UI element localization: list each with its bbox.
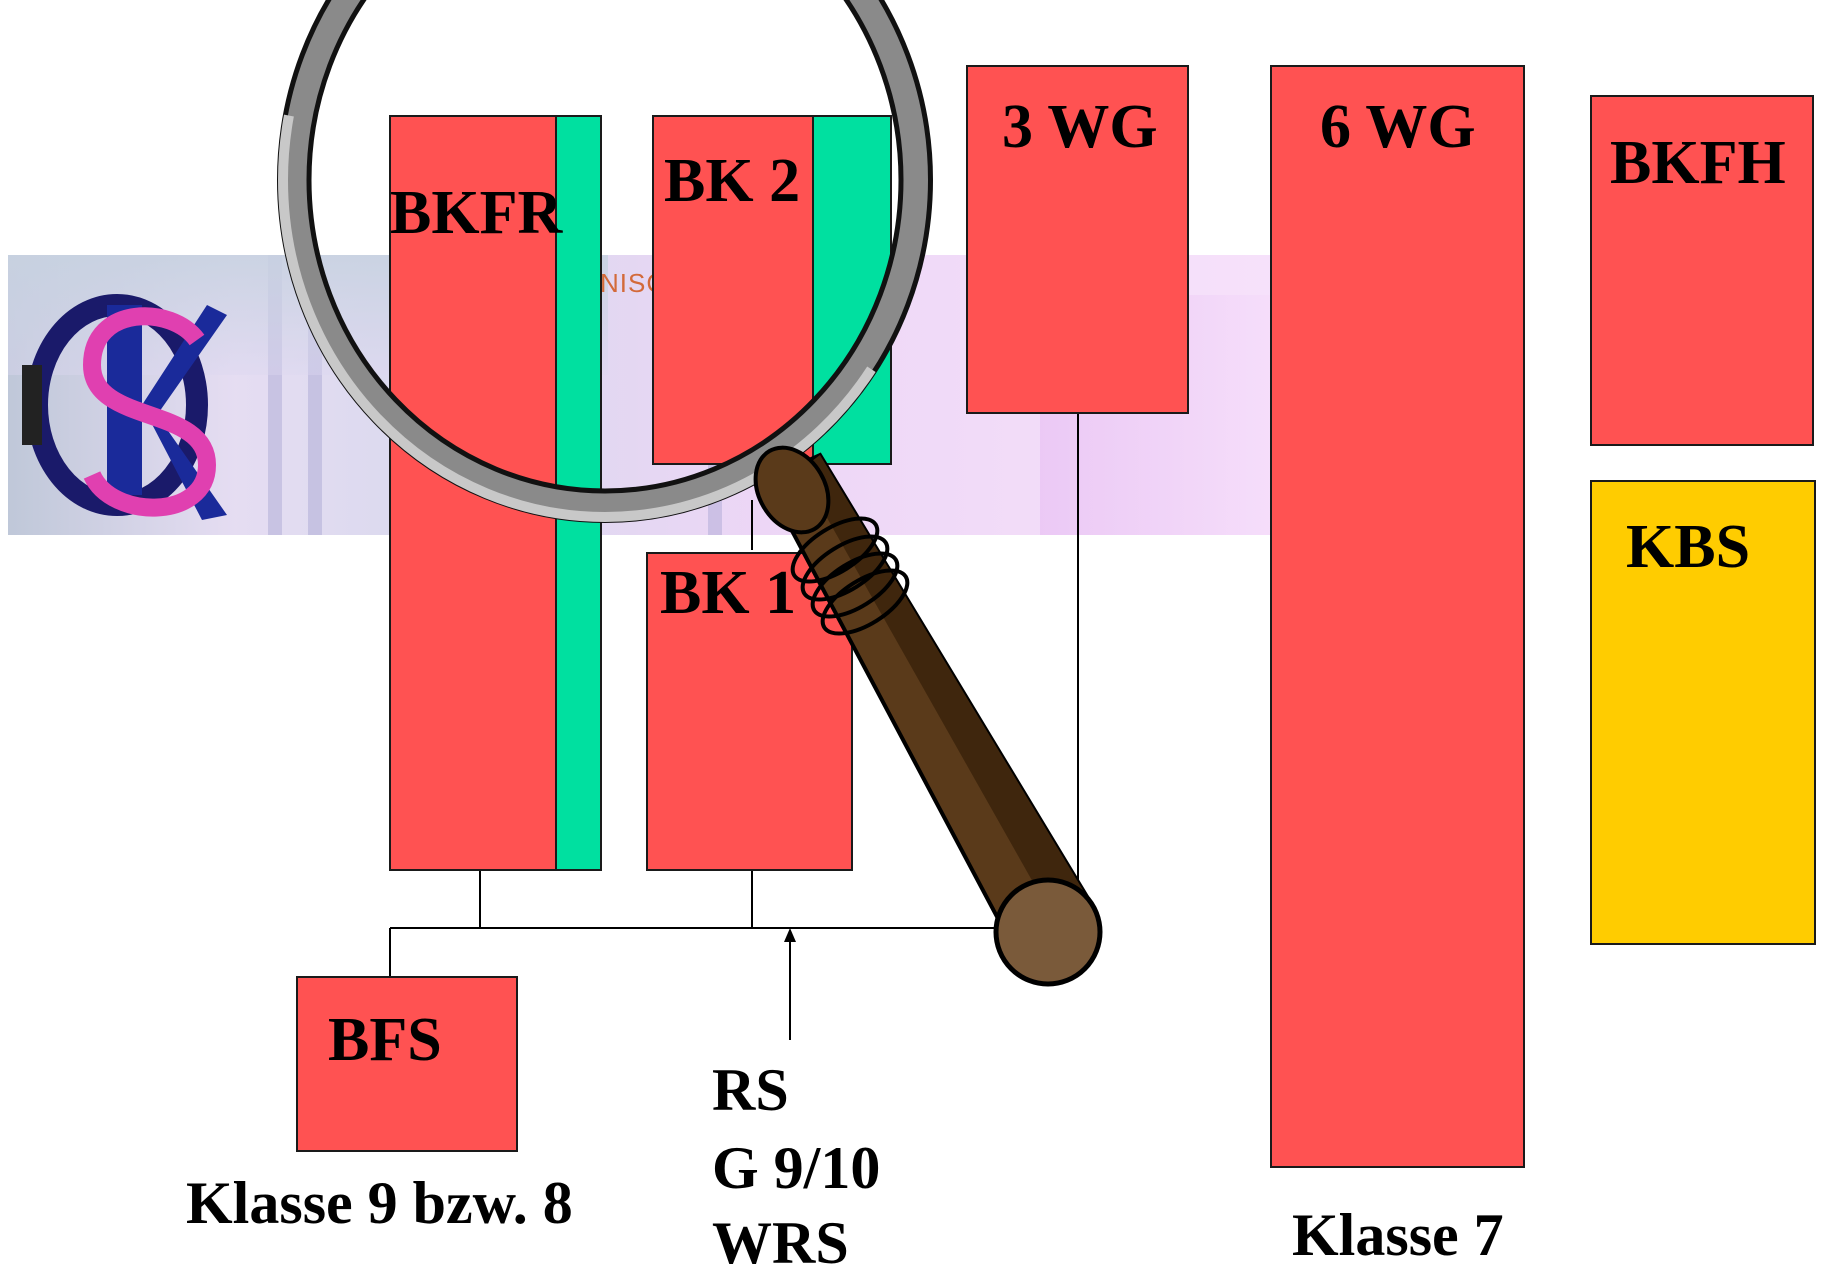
box-bk2-green-strip	[812, 115, 892, 465]
school-logo	[22, 294, 227, 520]
label-kbs: KBS	[1626, 513, 1751, 581]
box-3wg	[966, 65, 1189, 414]
magnifier-handle	[753, 445, 1103, 987]
box-kbs	[1590, 480, 1816, 945]
label-6wg: 6 WG	[1320, 93, 1476, 161]
label-rs: RS	[712, 1057, 789, 1123]
box-bfs	[296, 976, 518, 1152]
label-bkfh: BKFH	[1610, 129, 1786, 197]
box-6wg	[1270, 65, 1525, 1168]
label-wrs: WRS	[712, 1210, 849, 1270]
label-bk2: BK 2	[664, 147, 801, 215]
box-bk2	[652, 115, 814, 465]
label-3wg: 3 WG	[1002, 93, 1158, 161]
label-bk1: BK 1	[660, 559, 797, 627]
arrow-head	[784, 928, 796, 942]
label-g910: G 9/10	[712, 1135, 881, 1201]
label-klasse-7: Klasse 7	[1292, 1202, 1504, 1268]
box-bk1	[646, 552, 853, 871]
label-bfs: BFS	[328, 1006, 442, 1074]
label-bkfr: BKFR	[390, 179, 563, 247]
magnifier-lens-ring	[277, 0, 933, 523]
label-klasse-9: Klasse 9 bzw. 8	[186, 1170, 573, 1236]
box-bkfh	[1590, 95, 1814, 446]
